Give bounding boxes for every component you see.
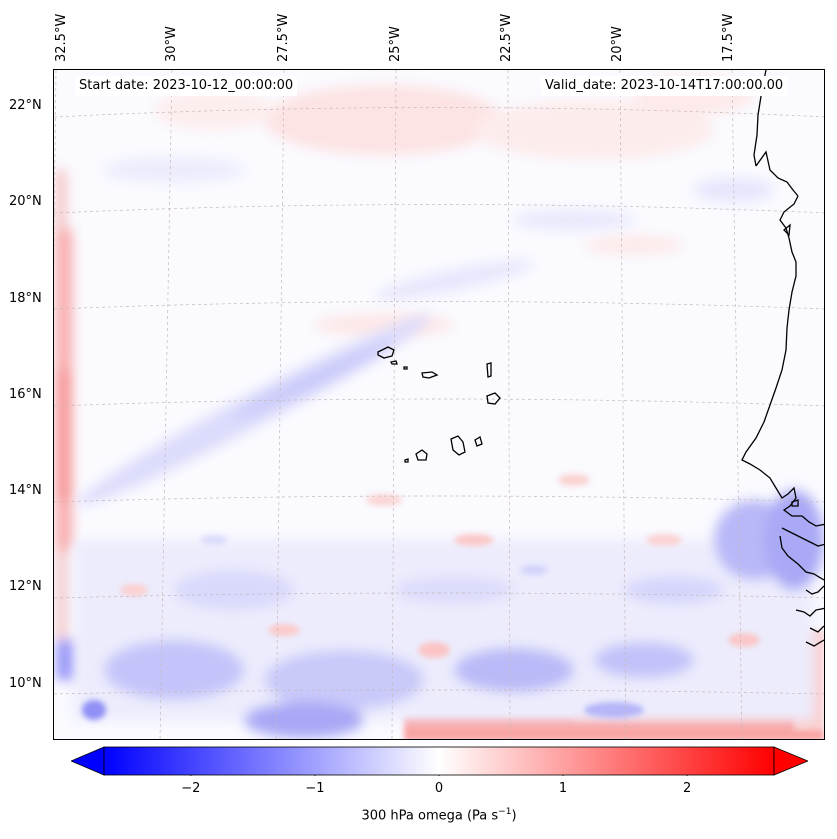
colorbar-tick-label: −1	[305, 781, 325, 796]
lat-label-22n: 22°N	[9, 98, 42, 113]
colorbar-tick-label: 2	[683, 781, 692, 796]
lat-label-16n: 16°N	[9, 387, 42, 402]
colorbar	[69, 746, 810, 779]
lon-label-30w: 30°W	[164, 26, 179, 62]
colorbar-tick-label: −2	[181, 781, 201, 796]
colorbar-extend-low	[69, 746, 105, 776]
lon-label-22-5w: 22.5°W	[499, 13, 514, 62]
field-boundary-west	[56, 170, 78, 680]
lat-label-20n: 20°N	[9, 194, 42, 209]
lon-label-32-5w: 32.5°W	[54, 13, 69, 62]
field-positive-north	[154, 75, 754, 337]
field-negative-streak	[77, 158, 774, 505]
field-speckles	[82, 474, 760, 720]
lon-label-20w: 20°W	[610, 26, 625, 62]
omega-field-map	[54, 70, 824, 739]
colorbar-tick-label: 0	[434, 781, 444, 796]
colorbar-tick-label: 1	[558, 781, 568, 796]
lon-label-17-5w: 17.5°W	[721, 13, 736, 62]
map-panel	[53, 69, 825, 740]
lat-label-12n: 12°N	[9, 579, 42, 594]
lon-label-25w: 25°W	[388, 26, 403, 62]
african-coastline	[741, 70, 824, 647]
lon-label-27-5w: 27.5°W	[276, 13, 291, 62]
colorbar-gradient	[103, 746, 775, 776]
field-negative-south	[74, 490, 824, 738]
gridlines	[54, 70, 824, 739]
lat-label-10n: 10°N	[9, 676, 42, 691]
colorbar-extend-high	[773, 746, 810, 776]
lat-label-18n: 18°N	[9, 291, 42, 306]
colorbar-svg	[69, 746, 810, 779]
valid-date-label: Valid_date: 2023-10-14T17:00:00.00	[541, 76, 788, 96]
start-date-label: Start date: 2023-10-12_00:00:00	[75, 76, 298, 96]
cape-verde-islands	[377, 346, 501, 463]
colorbar-label: 300 hPa omega (Pa s−1)	[361, 807, 517, 824]
lat-label-14n: 14°N	[9, 483, 42, 498]
